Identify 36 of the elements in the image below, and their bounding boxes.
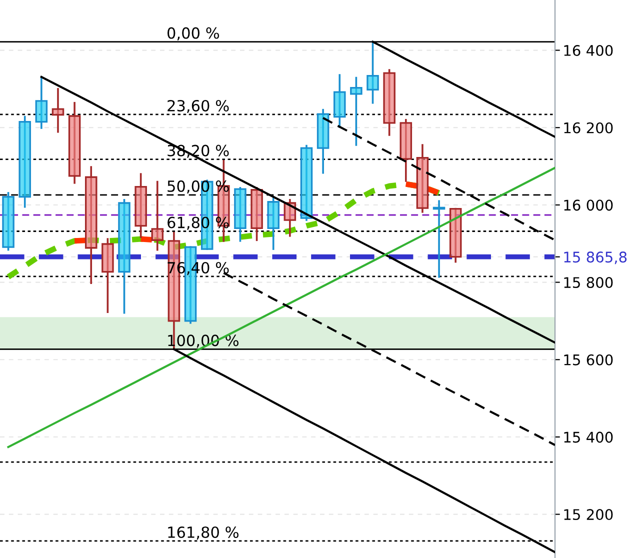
- line-series: [7, 166, 555, 448]
- candlestick: [68, 102, 81, 184]
- y-tick-label: 16 000: [564, 200, 613, 211]
- candlestick: [234, 187, 246, 242]
- candlestick: [333, 74, 346, 128]
- candlestick: [449, 208, 462, 263]
- y-tick-label: 15 800: [564, 277, 613, 288]
- candlestick: [2, 192, 14, 251]
- y-tick-label: 16 400: [564, 44, 613, 56]
- candlestick: [218, 160, 230, 242]
- y-tick-label: 16 200: [564, 122, 613, 134]
- candlestick: [102, 238, 114, 313]
- candlestick: [118, 199, 130, 314]
- y-tick-label: 15 200: [564, 509, 613, 520]
- candlestick: [18, 116, 31, 208]
- candlestick: [400, 118, 412, 182]
- y-tick-label: 15 600: [564, 354, 613, 366]
- candlestick: [134, 173, 147, 238]
- annotation: 0,00 %: [168, 27, 220, 40]
- candlestick: [267, 197, 280, 250]
- candlestick: [35, 76, 48, 129]
- candlestick: [366, 40, 379, 104]
- annotation: 23,60 %: [168, 100, 229, 114]
- candlestick: [316, 108, 330, 174]
- candlestick: [151, 180, 164, 251]
- candlestick: [350, 76, 362, 146]
- candlestick: [52, 88, 64, 133]
- candlestick: [416, 144, 429, 213]
- y-tick-label: 15 400: [564, 432, 613, 443]
- candlestick: [250, 187, 263, 242]
- candlestick: [383, 69, 396, 136]
- y-tick-label: 15 865,8: [564, 252, 627, 264]
- candlestick: [84, 166, 98, 284]
- candlestick: [432, 200, 446, 278]
- annotation: 161,80 %: [168, 526, 238, 540]
- candlestick: [300, 144, 313, 221]
